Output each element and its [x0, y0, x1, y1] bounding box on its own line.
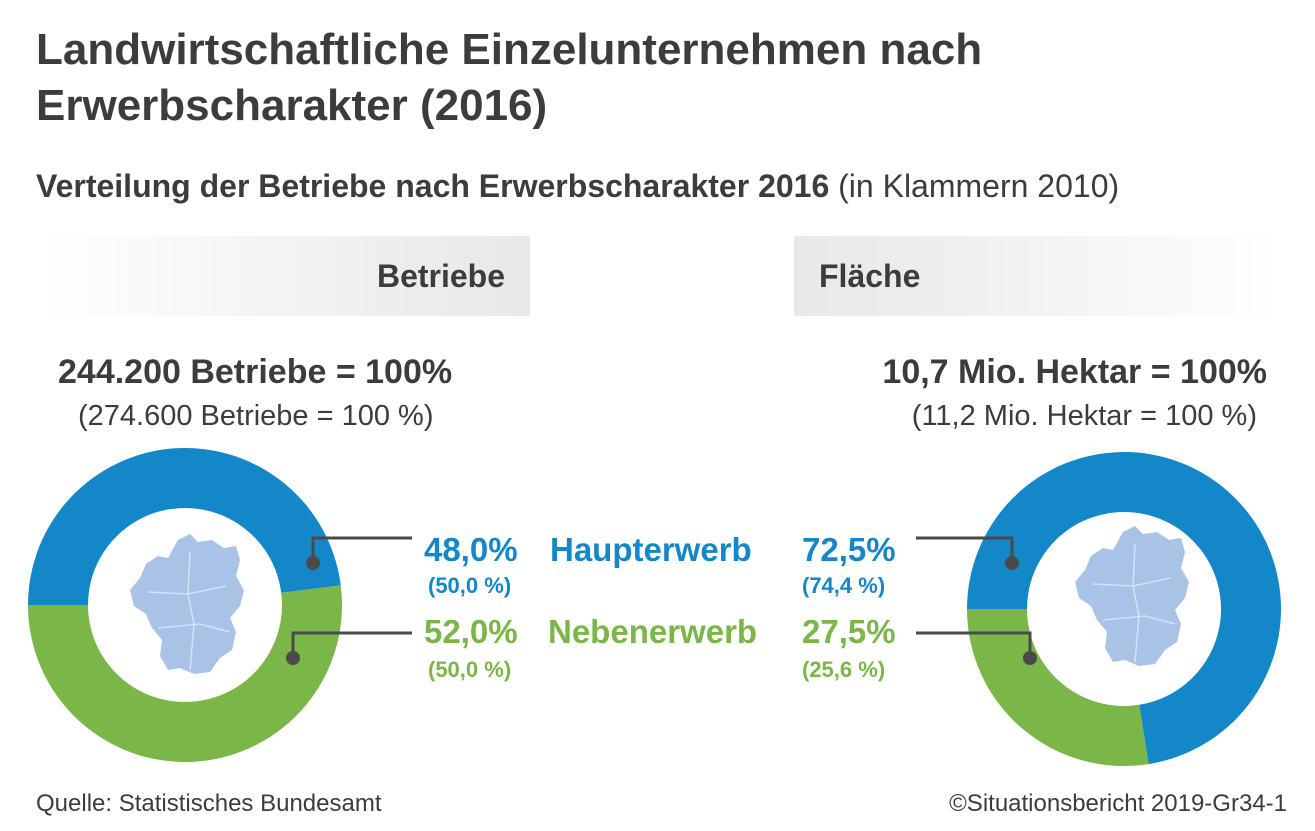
betriebe-nebenerwerb-pct: 52,0% [424, 613, 518, 650]
leader-dot-flaeche-haupterwerb [1005, 556, 1019, 570]
flaeche-header: Fläche [794, 236, 1284, 316]
betriebe-donut [28, 448, 342, 763]
leader-dot-flaeche-nebenerwerb [1023, 651, 1037, 665]
flaeche-total-prev: (11,2 Mio. Hektar = 100 %) [911, 400, 1257, 432]
flaeche-donut [967, 452, 1282, 766]
copyright-note: ©Situationsbericht 2019-Gr34-1 [949, 790, 1287, 817]
legend-nebenerwerb: Nebenerwerb [548, 613, 758, 650]
subtitle-note: (in Klammern 2010) [838, 168, 1120, 204]
germany-map-icon-right [1075, 526, 1189, 666]
leader-lines [291, 536, 1032, 658]
source-note: Quelle: Statistisches Bundesamt [36, 790, 382, 817]
subtitle-bold: Verteilung der Betriebe nach Erwerbschar… [36, 168, 830, 204]
leader-dots [286, 556, 1037, 665]
betriebe-haupterwerb-prev: (50,0 %) [428, 573, 512, 598]
betriebe-nebenerwerb-prev: (50,0 %) [428, 657, 512, 682]
subtitle: Verteilung der Betriebe nach Erwerbschar… [36, 164, 1119, 208]
germany-map-icon-left [130, 534, 244, 674]
flaeche-haupterwerb-prev: (74,4 %) [802, 573, 886, 598]
leader-betriebe-haupterwerb [311, 536, 412, 563]
leader-flaeche-nebenerwerb [916, 631, 1032, 658]
legend-haupterwerb: Haupterwerb [550, 531, 752, 568]
donut-slice-haupterwerb [967, 452, 1282, 765]
betriebe-header: Betriebe [40, 236, 530, 316]
donut-slice-haupterwerb [28, 448, 341, 605]
betriebe-total: 244.200 Betriebe = 100% [58, 353, 453, 391]
leader-dot-betriebe-nebenerwerb [286, 651, 300, 665]
betriebe-haupterwerb-pct: 48,0% [424, 531, 518, 568]
leader-dot-betriebe-haupterwerb [306, 556, 320, 570]
betriebe-total-prev: (274.600 Betriebe = 100 %) [78, 400, 434, 432]
flaeche-total: 10,7 Mio. Hektar = 100% [882, 353, 1267, 391]
leader-betriebe-nebenerwerb [291, 631, 412, 658]
donut-slice-nebenerwerb [28, 585, 342, 763]
leader-flaeche-haupterwerb [916, 536, 1014, 563]
page-title: Landwirtschaftliche Einzelunternehmen na… [36, 25, 983, 130]
flaeche-nebenerwerb-pct: 27,5% [802, 613, 896, 650]
flaeche-haupterwerb-pct: 72,5% [802, 531, 896, 568]
flaeche-nebenerwerb-prev: (25,6 %) [802, 657, 886, 682]
donut-slice-nebenerwerb [967, 609, 1149, 766]
